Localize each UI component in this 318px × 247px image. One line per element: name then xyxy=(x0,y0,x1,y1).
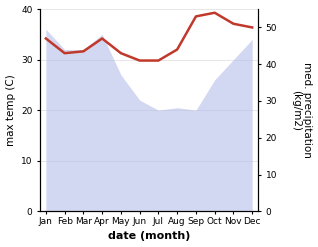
Y-axis label: max temp (C): max temp (C) xyxy=(5,74,16,146)
Y-axis label: med. precipitation
(kg/m2): med. precipitation (kg/m2) xyxy=(291,62,313,158)
X-axis label: date (month): date (month) xyxy=(108,231,190,242)
